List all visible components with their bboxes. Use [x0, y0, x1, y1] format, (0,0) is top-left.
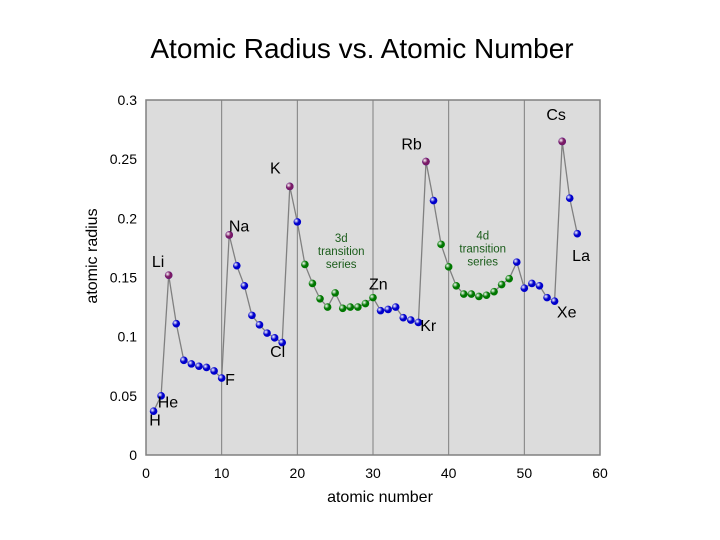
data-point-transition [490, 287, 498, 296]
x-axis-label: atomic number [327, 489, 433, 506]
y-tick-label: 0.3 [118, 92, 138, 108]
data-point-main [414, 318, 423, 327]
data-point-main [384, 305, 392, 314]
data-point-transition [497, 280, 506, 289]
data-point-main [263, 329, 271, 337]
y-tick-label: 0.05 [110, 388, 137, 404]
data-point-main [187, 360, 196, 368]
x-tick-label: 10 [214, 465, 230, 481]
annotation-label: La [572, 248, 590, 265]
data-point-main [429, 196, 438, 205]
annotation-label: transition [318, 246, 365, 258]
data-point-main [210, 367, 218, 375]
annotation-label: F [225, 372, 235, 389]
y-tick-label: 0.2 [118, 210, 138, 226]
data-point-transition [354, 303, 362, 311]
data-point-main [180, 356, 188, 365]
data-point-transition [369, 293, 377, 302]
data-point-main [391, 303, 400, 311]
x-tick-label: 50 [517, 465, 533, 481]
y-tick-label: 0.1 [118, 329, 138, 345]
annotation-label: Kr [420, 318, 437, 335]
data-point-transition [482, 291, 491, 300]
data-point-alkali [422, 157, 430, 166]
data-point-transition [331, 289, 339, 297]
data-point-main [399, 313, 408, 322]
data-point-transition [323, 303, 332, 311]
x-tick-label: 30 [365, 465, 381, 481]
y-tick-label: 0.25 [110, 151, 137, 167]
data-point-main [543, 293, 551, 302]
data-point-main [195, 362, 203, 371]
x-tick-label: 20 [290, 465, 306, 481]
y-axis-label: atomic radius [84, 208, 101, 303]
data-point-alkali [164, 271, 173, 279]
annotation-label: transition [459, 244, 506, 256]
data-point-main [270, 334, 279, 342]
data-point-transition [460, 290, 468, 298]
y-tick-label: 0.15 [110, 270, 137, 286]
data-point-main [255, 321, 264, 329]
data-point-transition [346, 303, 355, 311]
data-point-transition [444, 263, 453, 271]
data-point-main [520, 284, 529, 292]
y-tick-label: 0 [129, 447, 137, 463]
annotation-label: Cs [546, 107, 566, 124]
annotation-label: Rb [401, 137, 422, 154]
data-point-main [376, 306, 385, 315]
data-point-transition [301, 260, 309, 269]
data-point-main [407, 316, 415, 324]
data-point-main [157, 392, 165, 400]
data-point-alkali [285, 182, 294, 191]
data-point-alkali [225, 231, 234, 239]
data-point-transition [361, 299, 370, 308]
x-tick-label: 0 [142, 465, 150, 481]
data-point-transition [316, 295, 324, 303]
data-point-main [248, 311, 256, 320]
x-tick-label: 40 [441, 465, 457, 481]
annotation-label: Cl [270, 344, 285, 361]
annotation-label: He [158, 395, 179, 412]
data-point-transition [452, 281, 461, 290]
data-point-main [233, 261, 241, 270]
x-tick-label: 60 [592, 465, 608, 481]
data-point-transition [437, 240, 445, 249]
annotation-label: H [149, 412, 161, 429]
data-point-transition [505, 274, 513, 283]
annotation-label: Na [229, 218, 250, 235]
data-point-main [550, 297, 559, 305]
data-point-main [240, 281, 249, 290]
data-point-main [528, 279, 536, 288]
data-point-main [149, 407, 158, 416]
data-point-main [535, 281, 544, 290]
data-point-main [278, 338, 287, 347]
data-point-main [565, 194, 574, 203]
data-point-transition [475, 292, 483, 301]
annotation-label: 3d [335, 233, 348, 245]
data-point-main [172, 319, 181, 328]
annotation-label: Xe [557, 305, 577, 322]
chart-title: Atomic Radius vs. Atomic Number [150, 33, 573, 64]
data-point-main [512, 258, 521, 266]
data-point-alkali [558, 137, 566, 146]
data-point-main [217, 374, 226, 382]
data-point-main [202, 363, 211, 372]
annotation-label: series [326, 259, 357, 271]
annotation-label: K [270, 160, 281, 177]
annotation-label: Zn [369, 276, 388, 293]
data-point-main [573, 229, 582, 238]
annotation-label: series [467, 257, 498, 269]
data-point-transition [467, 290, 476, 298]
annotation-label: Li [152, 254, 164, 271]
data-point-transition [338, 304, 347, 313]
data-point-main [293, 218, 302, 226]
data-point-transition [308, 279, 317, 288]
annotation-label: 4d [476, 231, 489, 243]
